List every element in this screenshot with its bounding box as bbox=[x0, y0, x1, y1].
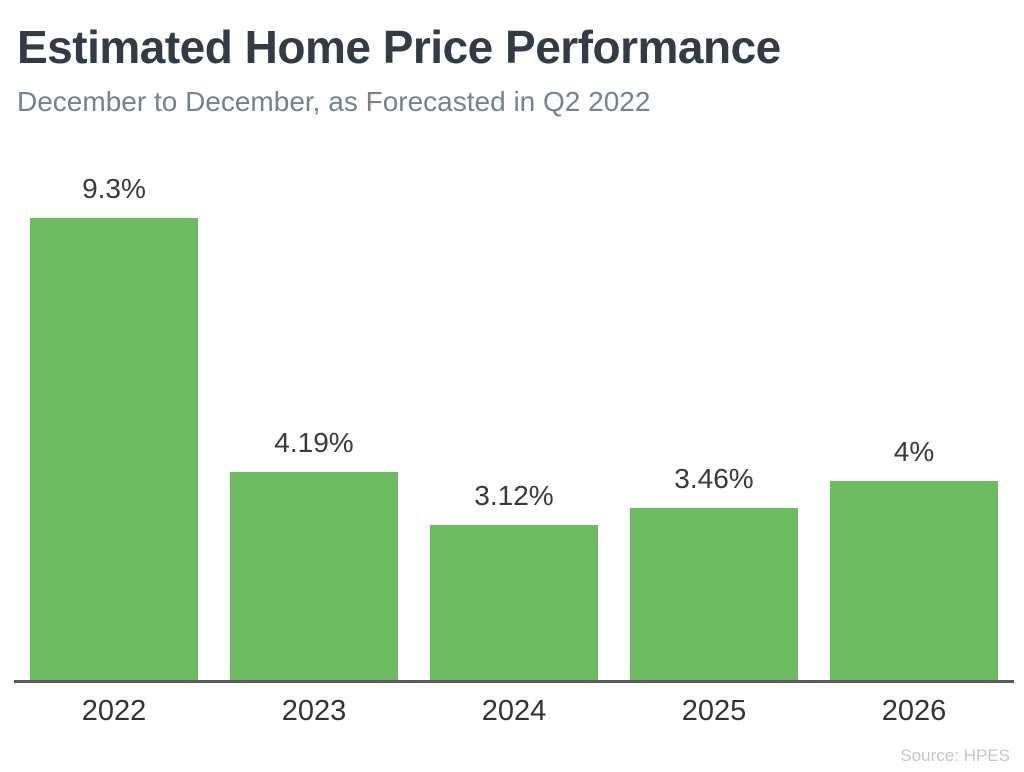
x-axis-label-2022: 2022 bbox=[81, 695, 147, 727]
source-note: Source: HPES bbox=[900, 746, 1010, 765]
x-axis-label-2025: 2025 bbox=[681, 695, 747, 727]
x-axis-labels: 2022 2023 2024 2025 2026 bbox=[14, 695, 1014, 735]
value-label-2022: 9.3% bbox=[82, 173, 146, 204]
bar-slot-2025: 3.46% bbox=[614, 160, 814, 680]
bar-2022 bbox=[30, 218, 198, 680]
bar-2026 bbox=[830, 481, 998, 680]
chart-subtitle: December to December, as Forecasted in Q… bbox=[17, 86, 651, 117]
bar-slot-2024: 3.12% bbox=[414, 160, 614, 680]
x-axis-label-2024: 2024 bbox=[481, 695, 547, 727]
bar-2025 bbox=[630, 508, 798, 680]
x-axis-label-2023: 2023 bbox=[281, 695, 347, 727]
bar-slot-2022: 9.3% bbox=[14, 160, 214, 680]
bar-slot-2023: 4.19% bbox=[214, 160, 414, 680]
bar-2023 bbox=[230, 472, 398, 680]
value-label-2024: 3.12% bbox=[474, 480, 554, 511]
plot-area: 9.3% 4.19% 3.12% 3.46% 4% bbox=[14, 160, 1014, 683]
value-label-2025: 3.46% bbox=[674, 463, 754, 494]
value-label-2023: 4.19% bbox=[274, 427, 354, 458]
x-axis-label-2026: 2026 bbox=[881, 695, 947, 727]
bar-2024 bbox=[430, 525, 598, 680]
chart-title: Estimated Home Price Performance bbox=[17, 21, 781, 73]
bar-slot-2026: 4% bbox=[814, 160, 1014, 680]
value-label-2026: 4% bbox=[893, 436, 935, 467]
